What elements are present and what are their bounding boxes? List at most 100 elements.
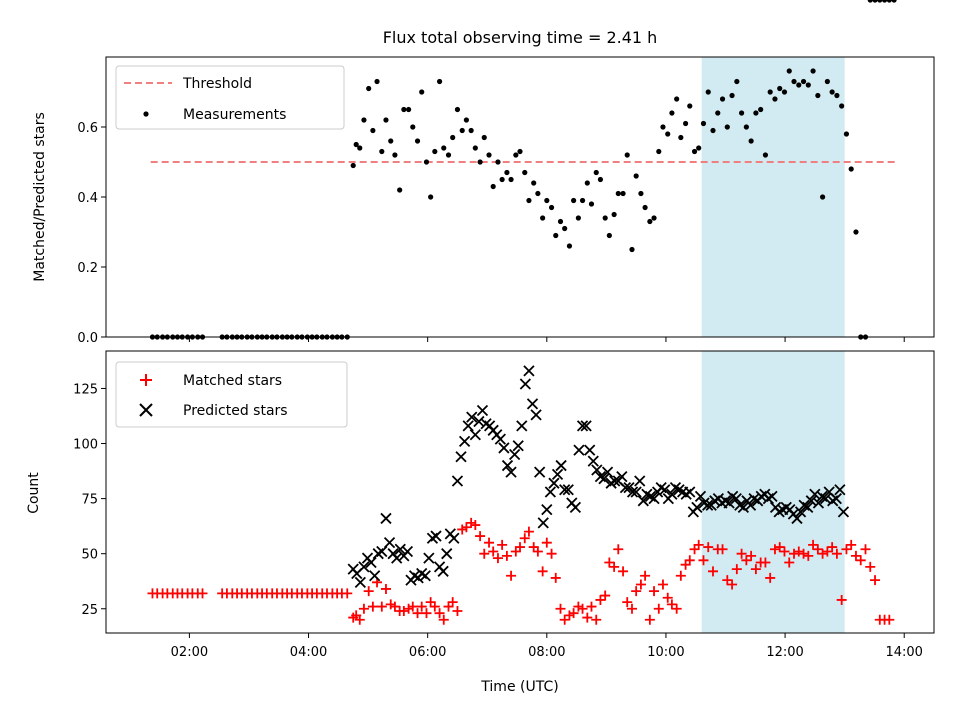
measurement-point: [508, 176, 514, 183]
measurement-point: [423, 159, 430, 165]
measurement-point: [781, 89, 788, 95]
predicted-star-point: [448, 532, 460, 544]
matched-star-point: [600, 590, 611, 601]
predicted-star-point: [630, 486, 642, 498]
measurement-point: [397, 187, 403, 193]
matched-star-point: [798, 548, 809, 559]
predicted-star-point: [441, 548, 453, 560]
legend-matched-swatch: [140, 374, 152, 386]
measurement-point: [357, 145, 363, 151]
measurement-point: [611, 211, 617, 218]
predicted-star-point: [766, 490, 778, 503]
predicted-star-point: [584, 444, 596, 456]
measurement-point: [414, 138, 421, 144]
measurement-point: [540, 215, 546, 221]
matched-star-point: [836, 594, 847, 605]
matched-star-point: [666, 599, 677, 610]
matched-star-point: [475, 531, 486, 542]
matched-star-point: [808, 539, 819, 550]
matched-star-point: [817, 548, 828, 559]
measurement-point: [772, 96, 778, 102]
predicted-star-point: [573, 444, 585, 456]
measurement-point: [392, 152, 398, 158]
measurement-point: [743, 124, 749, 130]
top-y-axis-label: Matched/Predicted stars: [32, 112, 48, 282]
matched-star-point: [657, 579, 668, 590]
measurement-point: [597, 176, 604, 183]
measurement-point: [495, 159, 501, 165]
predicted-star-point: [598, 473, 610, 485]
matched-star-point: [841, 544, 852, 555]
measurement-point: [834, 92, 840, 99]
measurement-point: [522, 169, 528, 176]
measurement-point: [687, 103, 693, 109]
matched-star-point: [497, 539, 508, 550]
matched-star-point: [363, 586, 374, 597]
predicted-star-point: [419, 570, 431, 582]
matched-star-point: [698, 555, 709, 566]
measurement-point: [486, 152, 492, 158]
measurement-point: [388, 138, 394, 144]
top-y-tick-label: 0.6: [77, 121, 98, 136]
matched-star-point: [438, 614, 449, 625]
matched-star-point: [484, 537, 495, 548]
matched-star-point: [421, 608, 432, 619]
predicted-star-point: [834, 484, 846, 496]
measurement-point: [738, 110, 745, 116]
matched-star-point: [618, 566, 629, 577]
measurement-point: [710, 127, 716, 134]
measurement-point: [441, 145, 447, 151]
matched-star-point: [855, 555, 866, 566]
bottom-y-tick-label: 125: [73, 382, 98, 397]
matched-star-point: [731, 564, 742, 575]
predicted-stars-series: [348, 366, 850, 588]
predicted-star-point: [730, 492, 742, 505]
measurement-point: [419, 89, 425, 95]
bottom-highlight-span: [701, 351, 845, 633]
bottom-y-axis: 25 50 75 100 125: [73, 382, 106, 618]
matched-star-point: [595, 594, 606, 605]
predicted-star-point: [616, 470, 628, 483]
measurement-point: [410, 124, 416, 130]
matched-star-point: [765, 572, 776, 583]
matched-star-point: [412, 608, 423, 619]
matched-star-point: [604, 557, 615, 568]
top-y-tick-label: 0.4: [77, 191, 98, 206]
measurement-point: [786, 68, 792, 74]
bottom-axes-frame: [105, 350, 935, 634]
matched-star-point: [613, 544, 624, 555]
matched-star-point: [515, 542, 525, 553]
measurement-point: [584, 180, 590, 186]
measurement-point: [824, 78, 830, 85]
measurement-point: [705, 89, 711, 95]
measurement-point: [468, 127, 474, 134]
matched-star-point: [461, 522, 472, 533]
matched-star-point: [380, 583, 391, 594]
measurement-point: [477, 159, 483, 165]
measurement-point: [353, 141, 359, 148]
matched-star-point: [407, 601, 418, 612]
predicted-star-point: [648, 492, 660, 505]
matched-star-point: [492, 553, 503, 564]
predicted-star-point: [551, 468, 564, 481]
matched-star-point: [846, 539, 857, 550]
measurement-point: [463, 117, 469, 123]
legend-predicted-label: Predicted stars: [183, 403, 288, 419]
matched-star-point: [586, 601, 597, 612]
predicted-star-point: [455, 451, 467, 463]
measurements-series: [149, 0, 897, 340]
matched-star-point: [822, 546, 833, 557]
predicted-star-point: [609, 475, 621, 487]
predicted-star-point: [544, 486, 557, 498]
matched-star-point: [750, 564, 761, 575]
measurement-point: [602, 215, 608, 221]
matched-star-point: [736, 548, 747, 559]
measurement-point: [829, 89, 835, 95]
measurement-point: [848, 166, 854, 172]
matched-star-point: [870, 575, 881, 586]
predicted-star-point: [555, 459, 567, 472]
measurement-point: [535, 190, 541, 197]
matched-star-point: [342, 588, 353, 599]
predicted-star-point: [659, 484, 671, 496]
measurement-point: [656, 148, 662, 155]
